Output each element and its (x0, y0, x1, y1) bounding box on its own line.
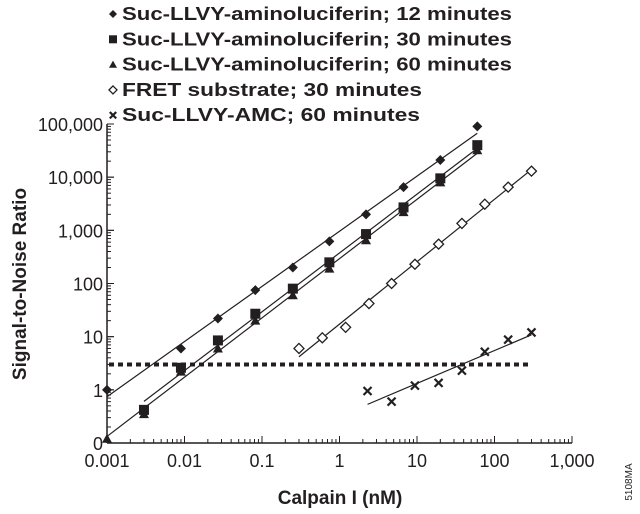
x-point (433, 378, 444, 388)
diamond-point (361, 209, 372, 220)
open-diamond-point (408, 258, 421, 271)
legend-item: Suc-LLVY-aminoluciferin; 12 minutes (109, 4, 512, 24)
legend-label: FRET substrate; 30 minutes (122, 80, 422, 100)
x-tick-label: 100 (479, 451, 509, 471)
x-point (109, 111, 117, 120)
diamond-point (472, 121, 483, 132)
legend-item: FRET substrate; 30 minutes (108, 80, 422, 100)
triangle-point (435, 177, 446, 187)
diamond-point (287, 262, 298, 273)
triangle-point (398, 207, 409, 217)
legend-label: Suc-LLVY-AMC; 60 minutes (122, 105, 420, 125)
open-diamond-point (339, 321, 352, 334)
x-point (362, 386, 373, 396)
triangle-point (109, 60, 117, 68)
x-stroke (503, 334, 513, 345)
open-diamond-point (456, 217, 468, 230)
triangle-point (175, 366, 186, 376)
x-tick-label: 1 (334, 451, 344, 471)
legend-item: Suc-LLVY-aminoluciferin; 30 minutes (109, 29, 512, 49)
triangle-point (138, 409, 149, 419)
square-point (287, 283, 298, 294)
x-stroke (526, 327, 537, 338)
open-diamond-point (108, 84, 118, 95)
triangle-point (212, 343, 223, 353)
square-point (250, 308, 261, 319)
square-point (324, 257, 335, 268)
square-point (472, 140, 483, 151)
x-stroke (480, 346, 490, 357)
data-points (102, 121, 538, 443)
open-diamond-point (502, 181, 515, 194)
legend-item: Suc-LLVY-AMC; 60 minutes (109, 105, 420, 125)
y-tick-label: 100,000 (38, 115, 103, 135)
legend-label: Suc-LLVY-aminoluciferin; 30 minutes (122, 29, 512, 49)
open-diamond-point (525, 165, 538, 178)
x-point (457, 365, 467, 376)
open-diamond-point (432, 238, 445, 251)
triangle-point (361, 235, 372, 245)
legend-label: Suc-LLVY-aminoluciferin; 60 minutes (122, 55, 512, 75)
square-point (361, 229, 372, 240)
square-point (109, 35, 117, 44)
legend-label: Suc-LLVY-aminoluciferin; 12 minutes (122, 4, 512, 24)
x-point (503, 334, 513, 345)
x-stroke (433, 378, 444, 388)
open-diamond-point (385, 277, 398, 290)
x-stroke (109, 111, 117, 120)
x-tick-label: 0.1 (249, 451, 274, 471)
figure-code: 5108MA (624, 463, 635, 501)
fit-lines (106, 132, 532, 437)
x-stroke (457, 365, 467, 376)
diamond-point (212, 313, 223, 324)
x-stroke (410, 380, 420, 391)
y-tick-label: 1 (93, 381, 103, 401)
y-axis-label: Signal-to-Noise Ratio (10, 188, 31, 380)
y-tick-label: 10,000 (48, 168, 103, 188)
x-tick-label: 1,000 (549, 451, 594, 471)
open-diamond-point (478, 198, 491, 211)
x-point (386, 396, 397, 407)
triangle-point (324, 263, 335, 273)
diamond-point (250, 285, 261, 296)
x-point (410, 380, 420, 391)
diamond-point (109, 10, 117, 18)
triangle-point (102, 433, 112, 443)
diamond-point (324, 236, 335, 247)
square-point (212, 335, 223, 346)
diamond-point (175, 343, 186, 354)
fit-line (143, 147, 478, 402)
x-point (526, 327, 537, 338)
y-tick-label: 100 (73, 275, 103, 295)
open-diamond-point (293, 342, 305, 355)
y-tick-label: 10 (83, 328, 103, 348)
x-axis-label: Calpain I (nM) (278, 488, 403, 509)
triangle-point (472, 145, 483, 155)
diamond-point (398, 182, 409, 193)
x-tick-label: 0.01 (167, 451, 202, 471)
diamond-point (435, 155, 446, 166)
x-stroke (386, 396, 397, 407)
diamond-point (102, 384, 112, 395)
axes: 0.001 0.01 0.1 1 10 100 1,000 0 1 10 100 1,000 10,00… (38, 115, 595, 471)
y-tick-label: 1,000 (58, 221, 103, 241)
legend-item: Suc-LLVY-aminoluciferin; 60 minutes (109, 55, 512, 75)
x-stroke (362, 386, 373, 396)
y-tick-label: 0 (93, 434, 103, 454)
x-point (480, 346, 490, 357)
open-diamond-point (316, 331, 329, 344)
x-tick-label: 0.001 (84, 451, 129, 471)
legend: Suc-LLVY-aminoluciferin; 12 minutes Suc-L… (108, 4, 512, 125)
triangle-point (287, 290, 298, 300)
fit-line (367, 334, 532, 405)
triangle-point (250, 315, 261, 325)
open-diamond-point (363, 297, 375, 310)
x-tick-label: 10 (407, 451, 427, 471)
